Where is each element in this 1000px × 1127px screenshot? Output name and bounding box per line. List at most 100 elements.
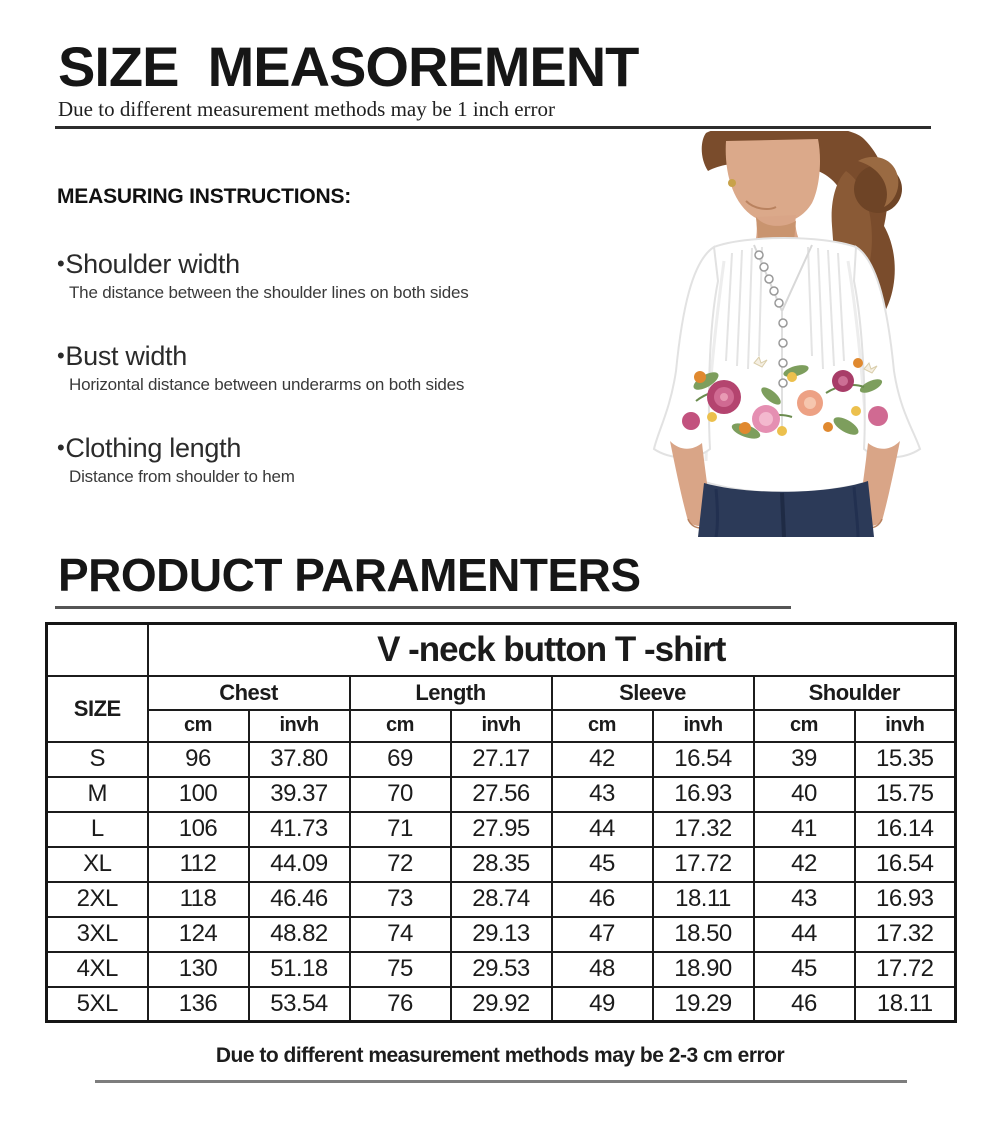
floral-print <box>682 355 888 439</box>
value-cell: 46.46 <box>247 880 351 918</box>
value-cell: 70 <box>348 775 452 813</box>
value-cell: 136 <box>146 985 250 1023</box>
table-row: M 100 39.37 70 27.56 43 16.93 40 15.75 <box>45 775 957 813</box>
model-face <box>725 139 820 251</box>
value-cell: 28.74 <box>449 880 553 918</box>
value-cell: 47 <box>550 915 654 953</box>
table-row: 4XL 130 51.18 75 29.53 48 18.90 45 17.72 <box>45 950 957 988</box>
table-row: XL 112 44.09 72 28.35 45 17.72 42 16.54 <box>45 845 957 883</box>
table-unit-header-row: cm invh cm invh cm invh cm invh <box>47 708 957 743</box>
value-cell: 18.11 <box>853 985 957 1023</box>
instruction-description: Horizontal distance between underarms on… <box>69 375 465 394</box>
size-header-cell: SIZE <box>45 674 149 743</box>
value-cell: 15.35 <box>853 740 957 778</box>
value-cell: 48.82 <box>247 915 351 953</box>
value-cell: 17.72 <box>853 950 957 988</box>
measuring-instructions: MEASURING INSTRUCTIONS: •Shoulder width … <box>57 185 602 525</box>
value-cell: 43 <box>550 775 654 813</box>
value-cell: 18.50 <box>651 915 755 953</box>
size-cell: S <box>45 740 149 778</box>
instruction-label-text: Shoulder width <box>65 249 240 279</box>
value-cell: 44 <box>550 810 654 848</box>
value-cell: 72 <box>348 845 452 883</box>
unit-header-invh: invh <box>853 708 957 743</box>
blouse-buttons <box>754 250 788 388</box>
unit-header-invh: invh <box>247 708 351 743</box>
list-item: •Shoulder width The distance between the… <box>57 249 602 303</box>
bullet-icon: • <box>57 251 65 276</box>
value-cell: 44 <box>752 915 856 953</box>
blouse-sleeves <box>652 245 922 459</box>
value-cell: 39.37 <box>247 775 351 813</box>
value-cell: 51.18 <box>247 950 351 988</box>
value-cell: 45 <box>550 845 654 883</box>
instruction-label-text: Clothing length <box>65 433 242 463</box>
table-row: 5XL 136 53.54 76 29.92 49 19.29 46 18.11 <box>45 985 957 1023</box>
value-cell: 16.54 <box>853 845 957 883</box>
model-jeans <box>698 481 874 537</box>
table-row: L 106 41.73 71 27.95 44 17.32 41 16.14 <box>45 810 957 848</box>
table-row: 2XL 118 46.46 73 28.74 46 18.11 43 16.93 <box>45 880 957 918</box>
value-cell: 29.13 <box>449 915 553 953</box>
value-cell: 48 <box>550 950 654 988</box>
size-cell: 2XL <box>45 880 149 918</box>
value-cell: 75 <box>348 950 452 988</box>
instruction-label: •Shoulder width <box>57 249 602 280</box>
list-item: •Clothing length Distance from shoulder … <box>57 433 602 487</box>
value-cell: 29.53 <box>449 950 553 988</box>
value-cell: 53.54 <box>247 985 351 1023</box>
value-cell: 41.73 <box>247 810 351 848</box>
size-cell: 5XL <box>45 985 149 1023</box>
value-cell: 17.32 <box>651 810 755 848</box>
table-title-row: V -neck button T -shirt <box>45 622 957 677</box>
table-group-header-row: SIZE Chest Length Sleeve Shoulder <box>45 674 957 743</box>
instruction-label: •Bust width <box>57 341 602 372</box>
value-cell: 45 <box>752 950 856 988</box>
value-cell: 16.93 <box>651 775 755 813</box>
value-cell: 130 <box>146 950 250 988</box>
size-table-container: V -neck button T -shirt SIZE Chest Lengt… <box>45 622 958 1023</box>
top-divider <box>55 126 931 129</box>
list-item: •Bust width Horizontal distance between … <box>57 341 602 395</box>
group-header-length: Length <box>348 674 553 711</box>
value-cell: 74 <box>348 915 452 953</box>
unit-header-cm: cm <box>752 708 856 743</box>
value-cell: 73 <box>348 880 452 918</box>
value-cell: 118 <box>146 880 250 918</box>
size-cell: XL <box>45 845 149 883</box>
bottom-divider <box>95 1080 907 1083</box>
unit-header-cm: cm <box>550 708 654 743</box>
size-cell: M <box>45 775 149 813</box>
section-title-product-parameters: PRODUCT PARAMENTERS <box>58 549 641 601</box>
product-name-cell: V -neck button T -shirt <box>146 622 957 677</box>
instructions-heading: MEASURING INSTRUCTIONS: <box>57 185 352 208</box>
value-cell: 27.17 <box>449 740 553 778</box>
value-cell: 19.29 <box>651 985 755 1023</box>
instructions-list: •Shoulder width The distance between the… <box>57 249 602 487</box>
value-cell: 46 <box>752 985 856 1023</box>
value-cell: 27.56 <box>449 775 553 813</box>
unit-header-invh: invh <box>449 708 553 743</box>
table-row: S 96 37.80 69 27.17 42 16.54 39 15.35 <box>45 740 957 778</box>
size-table-body: V -neck button T -shirt SIZE Chest Lengt… <box>45 622 957 1023</box>
product-photo <box>596 131 974 537</box>
bullet-icon: • <box>57 435 65 460</box>
footer-note: Due to different measurement methods may… <box>215 1044 785 1067</box>
value-cell: 17.32 <box>853 915 957 953</box>
value-cell: 112 <box>146 845 250 883</box>
value-cell: 100 <box>146 775 250 813</box>
value-cell: 46 <box>550 880 654 918</box>
value-cell: 106 <box>146 810 250 848</box>
value-cell: 16.93 <box>853 880 957 918</box>
value-cell: 44.09 <box>247 845 351 883</box>
size-cell: 3XL <box>45 915 149 953</box>
value-cell: 37.80 <box>247 740 351 778</box>
value-cell: 43 <box>752 880 856 918</box>
value-cell: 41 <box>752 810 856 848</box>
bullet-icon: • <box>57 343 65 368</box>
butterfly-icon <box>753 355 878 374</box>
value-cell: 42 <box>550 740 654 778</box>
value-cell: 39 <box>752 740 856 778</box>
value-cell: 16.14 <box>853 810 957 848</box>
